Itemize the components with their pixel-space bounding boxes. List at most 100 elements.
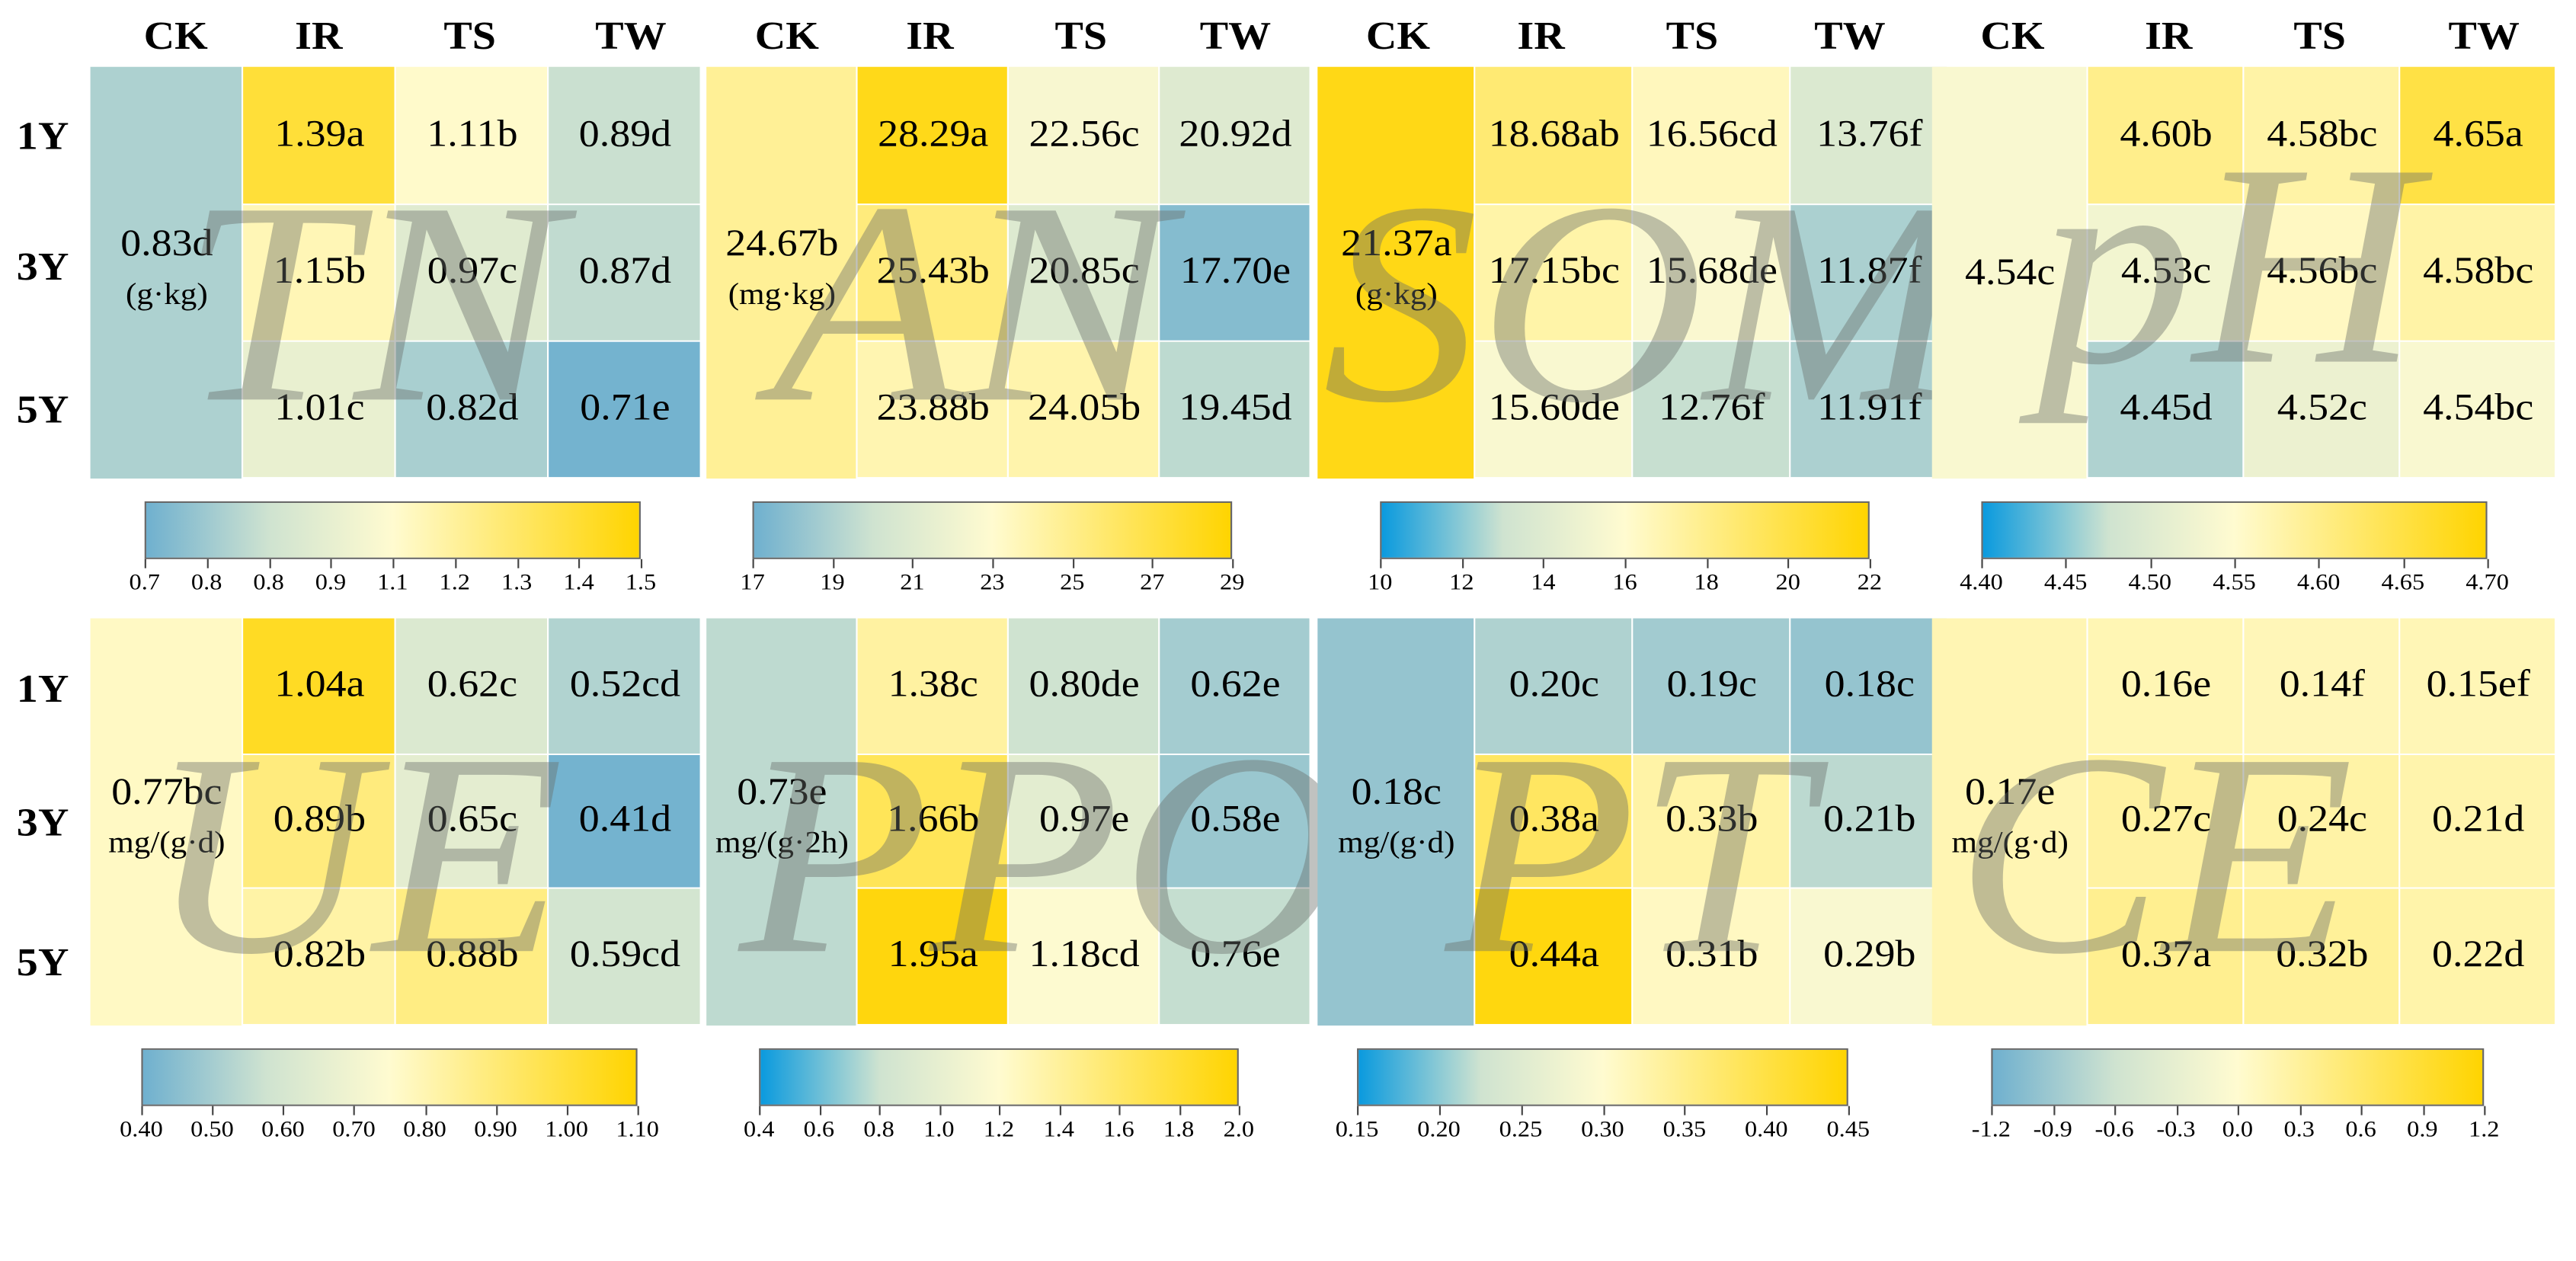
colorbar-tick-label: 0.6 (803, 1118, 835, 1143)
ck-cell (1931, 66, 2087, 479)
heatmap-cell (2400, 618, 2555, 754)
colorbar-tick (1848, 1106, 1850, 1115)
colorbar-tick (1991, 1106, 1993, 1115)
heatmap-cell (1475, 755, 1632, 888)
heatmap-cell (2244, 66, 2399, 204)
colorbar-tick-label: 0.70 (332, 1118, 376, 1143)
heatmap-cell (1008, 205, 1159, 341)
ck-cell (1931, 618, 2087, 1026)
colorbar-tick (1520, 1106, 1523, 1115)
colorbar-tick (1766, 1106, 1768, 1115)
ck-value-label: 21.37a (1341, 222, 1452, 264)
cell-value-label: 4.60b (2120, 113, 2213, 155)
colorbar-tick-label: 1.00 (545, 1118, 588, 1143)
colorbar-tick-label: 0.3 (2283, 1118, 2315, 1143)
cell-value-label: 0.58e (1190, 799, 1281, 840)
colorbar-tick (454, 558, 456, 568)
colorbar-tick-label: 4.45 (2043, 571, 2088, 596)
heatmap-cell (2244, 888, 2399, 1024)
heatmap-cell (549, 341, 700, 478)
colorbar-tick (2066, 558, 2068, 568)
heatmap-cell (2400, 888, 2555, 1024)
ck-unit-label: (mg·kg) (728, 277, 837, 311)
ck-unit-label: mg/(g·d) (1951, 826, 2069, 860)
colorbar-tick (1152, 558, 1154, 568)
heatmap-cell (1790, 66, 1947, 204)
colorbar-tick (912, 558, 914, 568)
colorbar-tick-label: 14 (1531, 571, 1556, 596)
cell-value-label: 12.76f (1659, 387, 1765, 429)
ck-unit-label: (g·kg) (1355, 277, 1438, 311)
cell-value-label: 16.56cd (1646, 113, 1778, 155)
colorbar-tick (759, 1106, 761, 1115)
colorbar-tick-label: 0.7 (129, 571, 160, 596)
colorbar-tick (566, 1106, 568, 1115)
colorbar-tick (1072, 558, 1074, 568)
cell-value-label: 0.21b (1823, 799, 1916, 840)
colorbar-tick (283, 1106, 285, 1115)
heatmap-cell (243, 888, 395, 1024)
ck-unit-label: (g·kg) (125, 277, 208, 311)
colorbar-tick (1543, 558, 1545, 568)
colorbar-tick-label: 1.2 (2469, 1118, 2500, 1143)
colorbar-tick-label: 1.2 (983, 1118, 1015, 1143)
heatmap-cell (2244, 205, 2399, 341)
colorbar-tick (392, 558, 395, 568)
cell-value-label: 0.71e (580, 387, 670, 429)
cell-value-label: 1.15b (273, 251, 366, 292)
cell-value-label: 4.54bc (2423, 387, 2534, 429)
cell-value-label: 0.76e (1190, 934, 1281, 976)
heatmap-cell (1008, 888, 1159, 1024)
col-header-ck: CK (143, 13, 208, 58)
colorbar-tick-label: 1.4 (563, 571, 594, 596)
heatmap-cell (395, 755, 548, 888)
colorbar-tick-label: 22 (1857, 571, 1882, 596)
ck-cell (706, 66, 856, 479)
colorbar-tick (2487, 558, 2489, 568)
heatmap-cell (1160, 66, 1310, 204)
colorbar-tick (2360, 1106, 2363, 1115)
heatmap-cell (395, 618, 548, 754)
heatmap-cell (1633, 66, 1790, 204)
ck-cell (1317, 618, 1474, 1026)
colorbar-tick-label: 0.50 (190, 1118, 234, 1143)
colorbar-tick (578, 558, 581, 568)
colorbar-tick-label: 0.40 (1745, 1118, 1788, 1143)
colorbar-tick-label: 0.40 (120, 1118, 163, 1143)
colorbar-tick-label: 1.10 (616, 1118, 659, 1143)
colorbar-tick (832, 558, 834, 568)
col-header-ts: TS (2293, 13, 2346, 58)
cell-value-label: 22.56c (1029, 113, 1140, 155)
cell-value-label: 0.27c (2120, 799, 2212, 840)
col-header-ck: CK (1980, 13, 2045, 58)
cell-value-label: 4.45d (2120, 387, 2213, 429)
heatmap-cell (1790, 618, 1947, 754)
heatmap-cell (243, 205, 395, 341)
heatmap-cell (2088, 205, 2243, 341)
heatmap-cell (549, 66, 700, 204)
heatmap-cell (1008, 755, 1159, 888)
heatmap-cell (2244, 341, 2399, 478)
heatmap-cell (243, 341, 395, 478)
colorbar-tick-label: 0.90 (474, 1118, 517, 1143)
colorbar-tick (1869, 558, 1871, 568)
colorbar (752, 501, 1233, 559)
heatmap-cell (1160, 205, 1310, 341)
colorbar-tick (1438, 1106, 1441, 1115)
colorbar-tick-label: 0.8 (190, 571, 222, 596)
ck-value-label: 4.54c (1965, 251, 2056, 293)
cell-value-label: 0.19c (1666, 664, 1757, 706)
cell-value-label: 1.01c (274, 387, 365, 429)
colorbar-tick-label: 0.4 (743, 1118, 775, 1143)
col-header-ts: TS (1666, 13, 1719, 58)
colorbar-tick (2299, 1106, 2301, 1115)
colorbar-tick-label: 0.9 (2407, 1118, 2438, 1143)
heatmap-cell (857, 755, 1007, 888)
colorbar-tick-label: 27 (1140, 571, 1165, 596)
colorbar-tick (1179, 1106, 1181, 1115)
colorbar-tick-label: 1.6 (1103, 1118, 1134, 1143)
colorbar-tick (752, 558, 754, 568)
colorbar-tick-label: -0.6 (2094, 1118, 2134, 1143)
ck-unit-label: mg/(g·d) (1338, 826, 1455, 860)
colorbar (144, 501, 641, 559)
